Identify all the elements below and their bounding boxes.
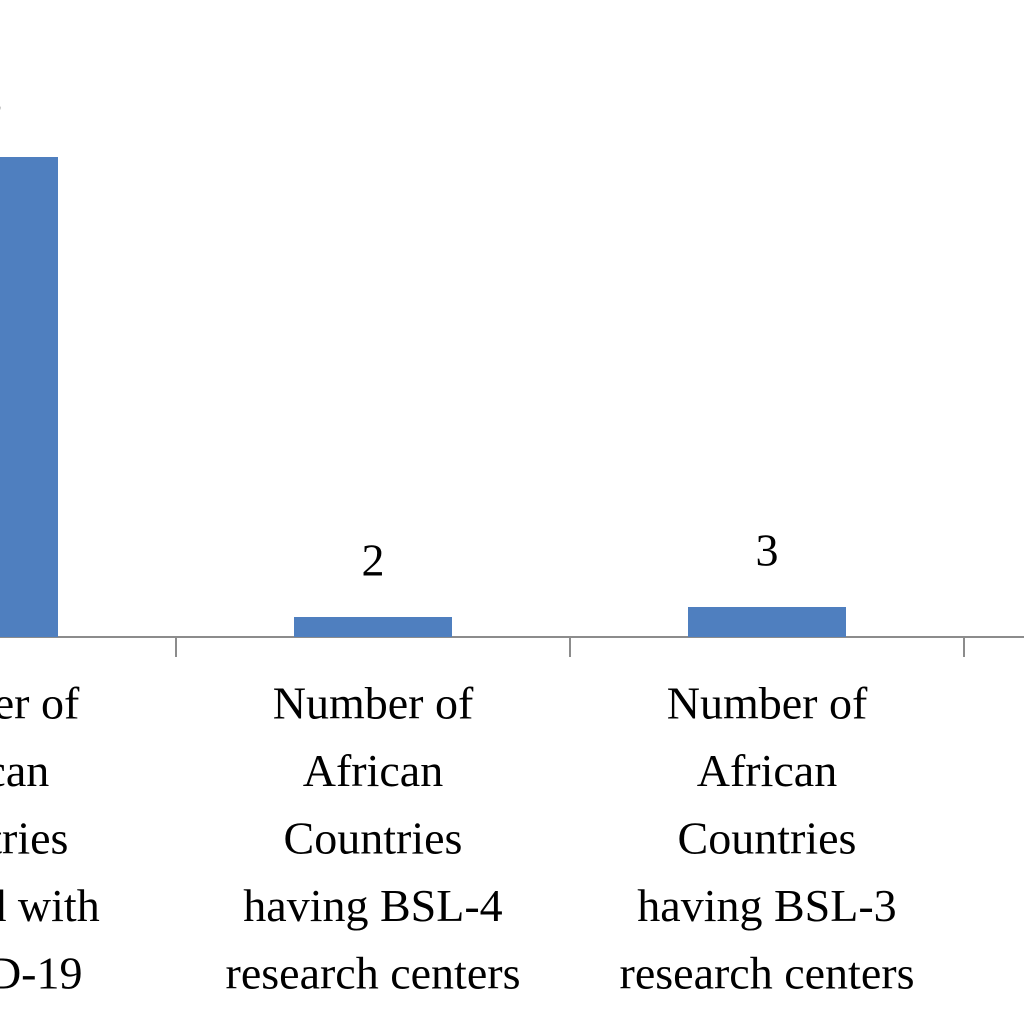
x-tick-label: research centers (620, 948, 915, 999)
x-tick-label: Number of (273, 678, 474, 729)
bar (688, 607, 846, 637)
x-tick-label: having BSL-3 (637, 880, 896, 931)
bar (294, 617, 452, 637)
x-tick-label: having BSL-4 (243, 880, 502, 931)
x-tick-label: Number of (0, 678, 80, 729)
x-tick-label: research centers (226, 948, 521, 999)
x-tick-label: Countries (284, 813, 463, 864)
bar (0, 157, 58, 637)
x-tick-label: Countries (678, 813, 857, 864)
x-tick-label: African (303, 745, 443, 796)
x-tick-label: Number of (667, 678, 868, 729)
x-tick-label: COVID-19 (0, 948, 82, 999)
x-tick-label: infected with (0, 880, 100, 931)
value-label: 3 (756, 525, 779, 576)
value-label: 2 (362, 535, 385, 586)
x-tick-label: Countries (0, 813, 68, 864)
value-label: 48 (0, 75, 2, 126)
x-tick-label: African (697, 745, 837, 796)
x-tick-label: African (0, 745, 49, 796)
